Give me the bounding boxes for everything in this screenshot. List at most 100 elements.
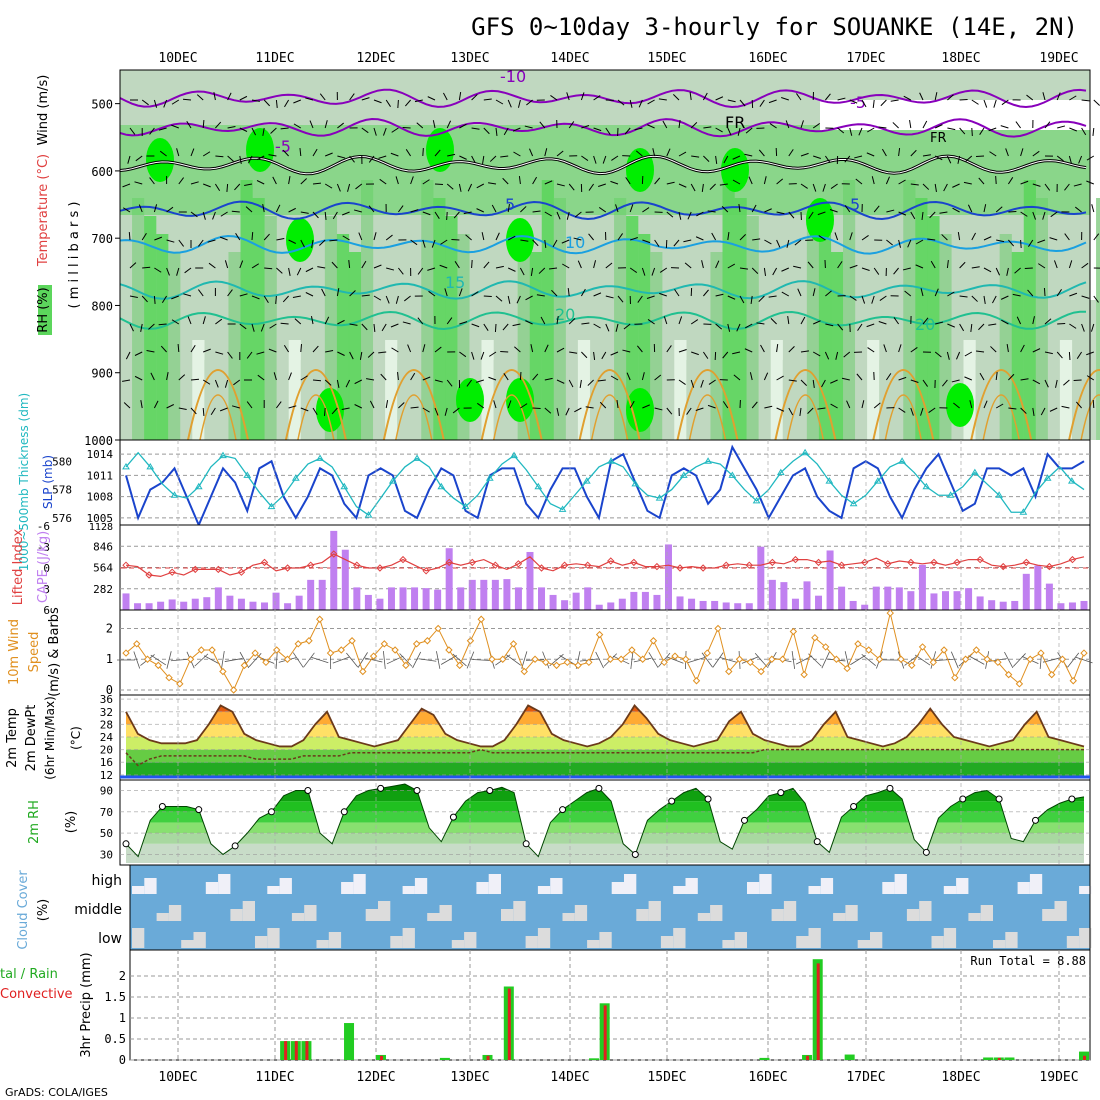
contour-label: 15: [445, 273, 465, 292]
wind-speed-point: [262, 658, 270, 667]
cloud-gap: [193, 932, 206, 948]
cloud-gap: [906, 909, 920, 921]
wind-barb: [292, 652, 304, 668]
cape-bar: [491, 579, 499, 610]
wind-speed-point: [854, 640, 862, 648]
wind-barb: [332, 656, 350, 664]
date-tick-top: 16DEC: [748, 51, 787, 66]
cape-bar: [1022, 573, 1030, 610]
wind-speed-point: [1048, 670, 1056, 679]
wind-speed-point: [563, 658, 572, 667]
cloud-gap: [427, 913, 440, 921]
temp-contour-30: [590, 394, 629, 441]
wind-speed-point: [348, 637, 356, 645]
wind-tick: 2: [106, 621, 113, 635]
cloud-gap: [488, 874, 501, 894]
wind10-unit-label: (m/s) & Barbs: [47, 607, 62, 697]
rh-core: [506, 218, 534, 262]
wind-speed-point: [412, 640, 421, 648]
date-tick-bottom: 13DEC: [450, 1070, 489, 1085]
cape-bar: [445, 548, 453, 610]
lifted-index-point: [630, 558, 638, 567]
precip-convective-bar: [379, 1055, 383, 1060]
thickness-point: [219, 451, 227, 459]
wind-speed-point: [1037, 649, 1045, 657]
thickness-point: [607, 457, 615, 464]
cape-tick: 282: [93, 583, 113, 596]
pressure-tick: 800: [91, 299, 113, 313]
rh-band: [204, 360, 217, 440]
temp-tick: 24: [100, 731, 114, 744]
panel-precip: 0 0.5 1 1.5 2 Run Total = 8.88 tal / Rain Conve…: [0, 949, 1091, 1067]
cape-bar: [734, 603, 742, 610]
cape-bar: [376, 598, 384, 610]
wind-speed-point: [725, 667, 733, 676]
wind-speed-point: [445, 646, 453, 654]
wind-barb: [382, 651, 386, 669]
cape-bar: [434, 589, 442, 610]
lifted-index-point: [260, 558, 269, 567]
thickness-point: [946, 491, 955, 498]
cloud-gap: [722, 940, 735, 948]
wind-speed-point: [649, 637, 658, 645]
cloud-gap: [882, 882, 895, 894]
rh-core: [721, 148, 749, 192]
thickness-tick: 580: [52, 455, 72, 468]
lifted-index-point: [237, 568, 246, 576]
cape-bar: [134, 603, 142, 610]
thickness-point: [558, 505, 567, 512]
cloud-gap: [402, 928, 415, 948]
thickness-point: [995, 491, 1003, 498]
cloud-gap: [968, 913, 981, 921]
wind-barb: [914, 654, 931, 666]
wind-speed-point: [714, 624, 722, 633]
cloud-gap: [132, 928, 145, 948]
contour-label: 10: [565, 233, 585, 252]
lifted-index-point: [699, 564, 707, 572]
cape-bar: [849, 600, 857, 610]
lifted-index-point: [191, 565, 199, 574]
thickness-point: [485, 474, 494, 481]
rh-band: [1059, 340, 1073, 440]
wind-speed-point: [176, 680, 184, 688]
cloud-gap: [673, 886, 686, 894]
temp-contour-30: [395, 394, 433, 441]
wind-speed-point: [488, 655, 496, 663]
rh-point: [195, 806, 203, 814]
contour-label: 5: [850, 195, 860, 214]
precip-tick: 2: [119, 969, 126, 983]
cape-bar: [422, 588, 430, 610]
rh-core: [146, 138, 174, 182]
contour-label: 20: [915, 315, 935, 334]
precip-tick: 0: [119, 1053, 126, 1067]
rh-band: [126, 790, 1084, 802]
cloud-gap: [525, 936, 538, 948]
precip-total-bar: [439, 1057, 450, 1060]
rh-point: [1031, 816, 1039, 824]
rh-tick: 30: [100, 848, 113, 861]
thickness-point: [728, 471, 737, 478]
rh-band: [553, 198, 566, 440]
rh-legend-swatch: [38, 285, 52, 335]
lifted-index-point: [953, 558, 961, 567]
thickness-tick: 578: [52, 484, 72, 497]
thickness-point: [534, 482, 543, 490]
rh-band: [710, 252, 723, 440]
cape-bar: [1068, 602, 1076, 610]
rh-band: [373, 320, 386, 440]
lifted-index-point: [1022, 558, 1030, 567]
wind-barbs: [122, 91, 1100, 417]
temp-band: [126, 749, 1084, 763]
wind-barb: [399, 653, 413, 667]
wind-speed-point: [251, 649, 259, 657]
cape-bar: [907, 591, 915, 610]
li-tick: 3: [43, 583, 50, 596]
cape-bar: [711, 600, 719, 610]
cloud-low-label: low: [98, 931, 122, 947]
precip-total-bar: [1004, 1057, 1015, 1060]
thickness-point: [146, 462, 155, 470]
cloud-gap: [365, 909, 378, 921]
thickness-point: [679, 471, 688, 478]
wind-barb: [968, 655, 985, 665]
cloud-gap: [390, 936, 403, 948]
